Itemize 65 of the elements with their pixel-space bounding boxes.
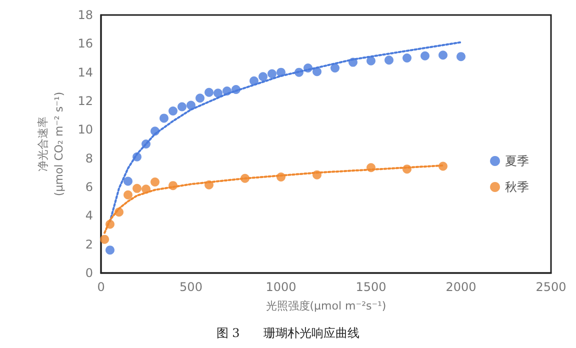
point — [142, 184, 150, 194]
point — [384, 56, 394, 65]
x-tick-label: 1000 — [266, 280, 296, 294]
y-tick-label: 8 — [85, 151, 93, 166]
point — [366, 56, 376, 66]
point — [330, 64, 340, 73]
legend-label: 秋季 — [505, 180, 529, 194]
point — [438, 162, 448, 171]
point — [114, 208, 124, 217]
y-tick-label: 18 — [78, 8, 93, 22]
text: 图 3 珊瑚朴光响应曲线 — [216, 326, 360, 340]
point — [168, 181, 178, 190]
point — [204, 88, 214, 97]
point — [222, 86, 232, 96]
x-tick-label: 1500 — [356, 280, 386, 294]
point — [232, 85, 240, 94]
x-tick-label: 500 — [180, 280, 202, 294]
point — [268, 69, 276, 78]
point — [312, 170, 322, 180]
point — [132, 184, 142, 193]
y-tick-label: 6 — [85, 180, 93, 194]
point — [250, 76, 258, 86]
y-tick-label: 14 — [78, 65, 93, 80]
y-tick-label: 10 — [78, 122, 93, 137]
point — [100, 234, 110, 244]
point — [276, 172, 286, 182]
point — [160, 114, 168, 123]
point — [132, 152, 142, 162]
x-tick-label: 2500 — [536, 280, 566, 294]
point — [106, 220, 114, 229]
y-tick-label: 0 — [85, 266, 93, 280]
point — [438, 50, 448, 60]
y-axis-title: 净光合速率 (μmol CO₂ m⁻² s⁻¹) — [36, 92, 66, 196]
x-tick-label: 2000 — [446, 280, 476, 294]
point — [196, 94, 204, 103]
point — [276, 68, 286, 77]
point — [214, 88, 222, 98]
point — [456, 52, 466, 62]
point — [178, 102, 186, 112]
point — [168, 106, 178, 116]
point — [150, 126, 160, 136]
point — [294, 68, 304, 77]
y-tick-label: 16 — [78, 36, 93, 51]
y-tick-label: 2 — [85, 237, 93, 252]
legend-label: 夏季 — [505, 154, 529, 168]
point — [240, 174, 250, 183]
y-tick-label: 12 — [78, 94, 93, 108]
point — [402, 54, 412, 62]
point — [420, 51, 430, 60]
y-tick-label: 4 — [85, 208, 93, 223]
point — [186, 100, 196, 110]
point — [366, 163, 376, 172]
x-axis-title: 光照强度(μmol m⁻²s⁻¹) — [266, 299, 386, 312]
point — [204, 180, 214, 190]
point — [142, 140, 150, 148]
point — [124, 176, 132, 186]
point — [150, 177, 160, 186]
point — [402, 164, 412, 174]
x-tick-label: 0 — [97, 280, 105, 294]
point — [304, 64, 312, 73]
point — [258, 72, 268, 82]
point — [106, 246, 114, 255]
point — [312, 67, 322, 76]
point — [124, 190, 132, 200]
point — [348, 58, 358, 67]
